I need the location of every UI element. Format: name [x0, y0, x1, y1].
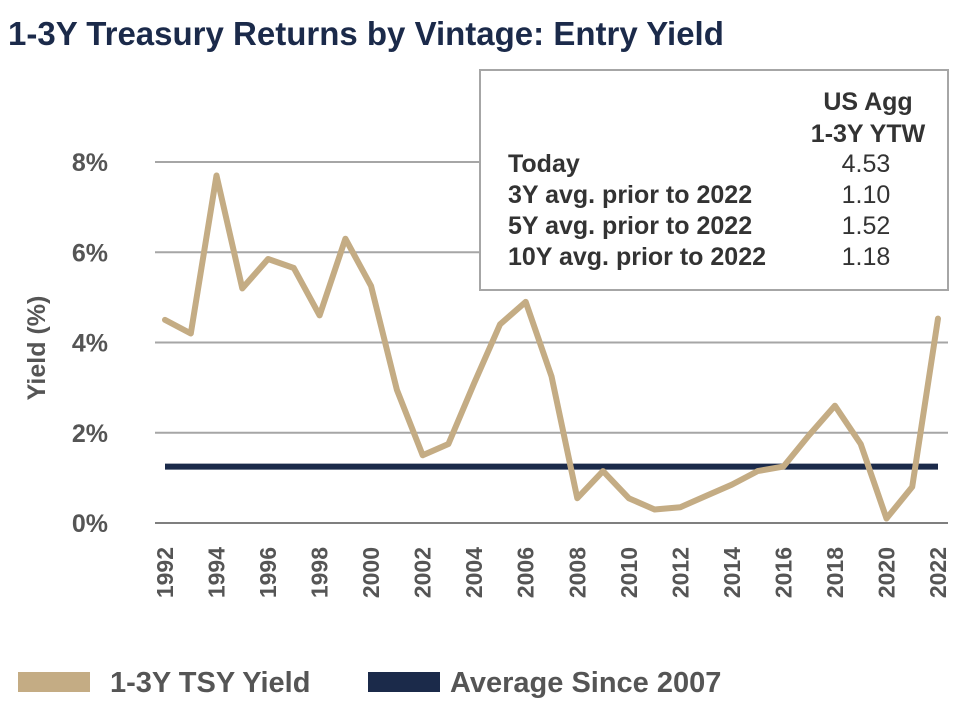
x-tick-label: 1994 — [204, 547, 230, 598]
legend-label: Average Since 2007 — [450, 667, 721, 699]
series-line-tsy-yield — [162, 172, 941, 522]
legend-item-tsy-yield: 1-3Y TSY Yield — [18, 667, 310, 699]
chart-title: 1-3Y Treasury Returns by Vintage: Entry … — [8, 15, 724, 52]
legend: 1-3Y TSY Yield Average Since 2007 — [18, 667, 721, 699]
y-tick-label: 2% — [72, 420, 108, 448]
x-tick-label: 1996 — [255, 547, 281, 598]
table-row-label: 5Y avg. prior to 2022 — [508, 212, 752, 240]
x-tick-label: 2006 — [513, 547, 539, 598]
x-tick-label: 2010 — [616, 547, 642, 598]
table-row-value: 4.53 — [842, 150, 891, 178]
y-tick-label: 6% — [72, 239, 108, 267]
legend-swatch — [18, 672, 90, 692]
table-header: US Agg — [823, 88, 912, 116]
inset-table: US Agg 1-3Y YTW Today 4.53 3Y avg. prior to … — [479, 69, 949, 291]
table-row-value: 1.10 — [842, 181, 891, 209]
x-tick-label: 2022 — [925, 547, 951, 598]
table-row-value: 1.18 — [842, 243, 891, 271]
legend-swatch — [368, 672, 440, 692]
inset-table-box — [479, 69, 949, 291]
y-tick-label: 0% — [72, 510, 108, 538]
y-tick-label: 8% — [72, 149, 108, 177]
x-tick-label: 1992 — [152, 547, 178, 598]
x-tick-label: 1998 — [307, 547, 333, 598]
x-tick-label: 2004 — [461, 547, 487, 598]
x-tick-label: 2012 — [667, 547, 693, 598]
x-tick-label: 2020 — [873, 547, 899, 598]
legend-item-average: Average Since 2007 — [368, 667, 721, 699]
x-tick-label: 2018 — [822, 547, 848, 598]
x-tick-label: 2016 — [770, 547, 796, 598]
x-tick-label: 2008 — [564, 547, 590, 598]
x-tick-labels: 1992 1994 1996 1998 2000 2002 2004 2006 2008 2010… — [152, 547, 951, 598]
table-row-label: Today — [508, 150, 580, 178]
table-row-value: 1.52 — [842, 212, 891, 240]
y-axis-label: Yield (%) — [23, 296, 51, 401]
table-header: 1-3Y YTW — [811, 120, 926, 148]
x-tick-label: 2002 — [410, 547, 436, 598]
table-row-label: 10Y avg. prior to 2022 — [508, 243, 766, 271]
y-tick-label: 4% — [72, 330, 108, 358]
table-row-label: 3Y avg. prior to 2022 — [508, 181, 752, 209]
x-tick-label: 2000 — [358, 547, 384, 598]
series-layer — [162, 172, 941, 522]
x-tick-label: 2014 — [719, 547, 745, 598]
legend-label: 1-3Y TSY Yield — [110, 667, 310, 699]
y-tick-labels: 0% 2% 4% 6% 8% — [72, 149, 108, 538]
